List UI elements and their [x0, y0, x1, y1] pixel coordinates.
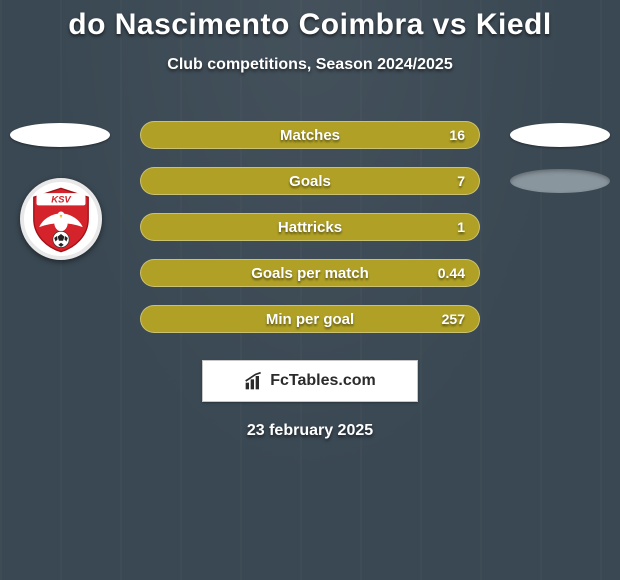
stat-pill: Hattricks 1 — [140, 213, 480, 241]
club-crest: KSV — [20, 178, 102, 260]
footer-date: 23 february 2025 — [0, 422, 620, 440]
page-title: do Nascimento Coimbra vs Kiedl — [0, 8, 620, 42]
player-marker-right — [510, 123, 610, 147]
stat-label: Hattricks — [278, 219, 342, 236]
stat-value: 16 — [449, 127, 465, 143]
stat-row: Matches 16 — [0, 112, 620, 158]
stat-value: 257 — [442, 311, 465, 327]
stat-row: Goals per match 0.44 — [0, 250, 620, 296]
stat-value: 1 — [457, 219, 465, 235]
page-subtitle: Club competitions, Season 2024/2025 — [0, 56, 620, 74]
stat-pill: Goals per match 0.44 — [140, 259, 480, 287]
soccer-ball-icon — [53, 231, 69, 247]
content-container: do Nascimento Coimbra vs Kiedl Club comp… — [0, 0, 620, 440]
stat-pill: Min per goal 257 — [140, 305, 480, 333]
brand-badge: FcTables.com — [202, 360, 418, 402]
stat-row: Min per goal 257 — [0, 296, 620, 342]
stat-label: Goals — [289, 173, 331, 190]
stat-value: 0.44 — [438, 265, 465, 281]
brand-text: FcTables.com — [270, 372, 376, 390]
stat-pill: Goals 7 — [140, 167, 480, 195]
stat-label: Min per goal — [266, 311, 354, 328]
shield-icon: KSV — [27, 185, 95, 253]
crest-label: KSV — [51, 195, 72, 206]
stat-label: Matches — [280, 127, 340, 144]
bar-chart-icon — [244, 371, 264, 391]
player-marker-left — [10, 123, 110, 147]
stat-pill: Matches 16 — [140, 121, 480, 149]
stat-value: 7 — [457, 173, 465, 189]
stat-label: Goals per match — [251, 265, 369, 282]
player-marker-right — [510, 169, 610, 193]
